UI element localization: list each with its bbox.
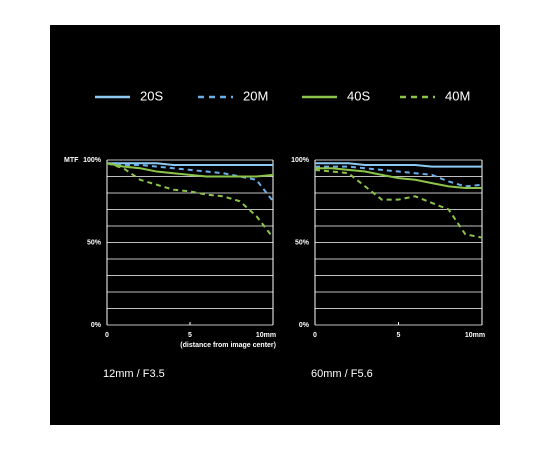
panel (50, 25, 500, 425)
x-tick-label: 10mm (256, 332, 276, 339)
mtf-line (106, 162, 274, 239)
legend-label: 40S (347, 88, 370, 103)
mtf-line (314, 168, 483, 239)
x-tick-label: 5 (397, 332, 401, 339)
chart-title: 12mm / F3.5 (103, 368, 165, 380)
y-tick-label: 50% (295, 239, 310, 246)
mtf-line (106, 162, 274, 202)
y-tick-label: 50% (87, 239, 102, 246)
legend-label: 20M (243, 88, 268, 103)
y-tick-label: 0% (299, 322, 310, 329)
mtf-line (315, 162, 482, 168)
legend-label: 40M (445, 88, 470, 103)
x-tick-label: 10mm (465, 332, 485, 339)
mtf-line (106, 162, 274, 178)
y-axis-label: MTF (64, 157, 79, 164)
y-tick-label: 0% (91, 322, 102, 329)
mtf-line (107, 162, 273, 166)
x-tick-label: 5 (188, 332, 192, 339)
chart-title: 60mm / F5.6 (311, 368, 373, 380)
x-axis-label: (distance from image center) (180, 342, 276, 349)
mtf-line (315, 167, 482, 190)
x-tick-label: 0 (313, 332, 317, 339)
y-tick-label: 100% (83, 157, 102, 164)
x-tick-label: 0 (105, 332, 109, 339)
mtf-line (315, 165, 483, 188)
legend-label: 20S (140, 88, 163, 103)
y-tick-label: 100% (291, 157, 310, 164)
